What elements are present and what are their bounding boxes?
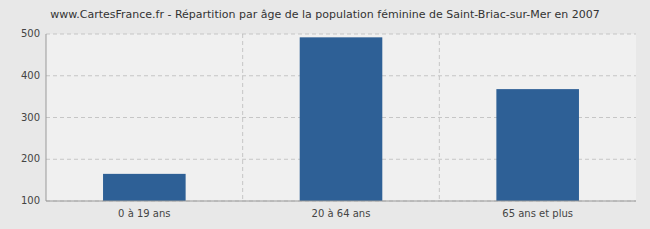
x-tick-label: 65 ans et plus (502, 208, 573, 219)
x-tick-label: 0 à 19 ans (118, 208, 170, 219)
bar (300, 37, 383, 201)
category-divider (242, 34, 243, 201)
title: www.CartesFrance.fr - Répartition par âg… (50, 8, 600, 21)
y-tick-label: 400 (21, 70, 40, 81)
bar (103, 174, 186, 201)
y-tick-label: 100 (21, 195, 40, 206)
x-tick-label: 20 à 64 ans (312, 208, 371, 219)
grid-line (46, 34, 636, 35)
category-divider (439, 34, 440, 201)
y-tick-label: 200 (21, 153, 40, 164)
y-tick-label: 300 (21, 112, 40, 123)
bars (103, 37, 579, 201)
y-axis-line (46, 34, 47, 201)
bar (496, 89, 579, 201)
chart: 100 200 300 400 500 0 à 19 ans 20 à 64 ans 65 a… (0, 0, 650, 229)
grid-line (46, 201, 636, 202)
x-axis-line (46, 201, 636, 202)
y-tick-label: 500 (21, 28, 40, 39)
